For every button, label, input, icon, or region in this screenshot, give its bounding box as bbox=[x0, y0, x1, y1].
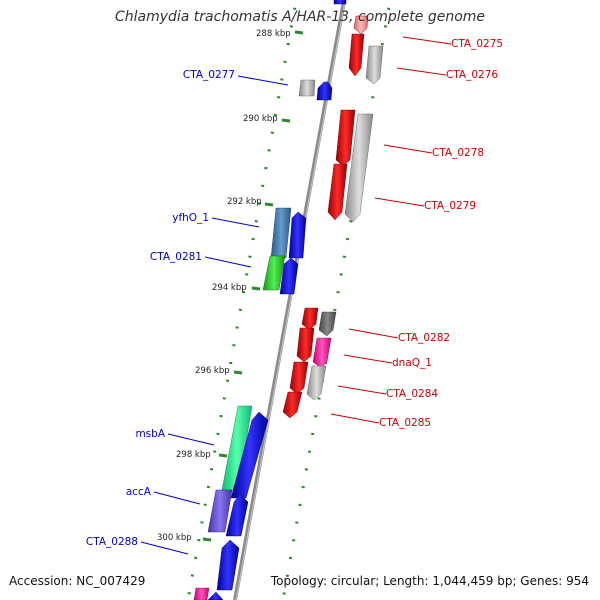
gene-label-cta-0278[interactable]: CTA_0278 bbox=[432, 147, 484, 159]
gene-arrow-cta-0282-lower bbox=[296, 327, 315, 363]
gene-arrow-dnaq-1 bbox=[312, 337, 332, 369]
tick-marks bbox=[202, 30, 304, 542]
gene-label-cta-0275[interactable]: CTA_0275 bbox=[451, 38, 503, 50]
outer-dotted-ring bbox=[281, 0, 392, 600]
gene-arrow-cta-0284 bbox=[289, 361, 309, 395]
gene-label-acca[interactable]: accA bbox=[126, 486, 152, 498]
leader-cta-0281 bbox=[204, 256, 252, 268]
gene-arrow-bottom-pink bbox=[193, 587, 210, 600]
leader-cta-0288 bbox=[140, 541, 189, 555]
gene-arrow-cta-0281 bbox=[262, 255, 286, 291]
leader-acca bbox=[153, 491, 201, 505]
tick-mark-288 bbox=[294, 30, 304, 35]
gene-label-cta-0285[interactable]: CTA_0285 bbox=[379, 417, 431, 429]
gene-arrow-acca bbox=[207, 489, 233, 533]
gene-arrow-cta-0284-gray bbox=[306, 365, 327, 401]
gene-arrow-cta-0288 bbox=[216, 539, 240, 591]
tick-mark-300 bbox=[202, 537, 212, 542]
tick-label-296: 296 kbp bbox=[195, 366, 230, 376]
gene-arrow-bottom-blue bbox=[207, 591, 224, 600]
gene-label-cta-0281[interactable]: CTA_0281 bbox=[150, 251, 202, 263]
gene-arrow-cta-0276 bbox=[365, 45, 384, 85]
gene-arrow-acca-blue bbox=[225, 493, 249, 537]
gene-arrow-cta-0277 bbox=[316, 81, 333, 101]
gene-label-msba[interactable]: msbA bbox=[135, 428, 165, 440]
tick-label-298: 298 kbp bbox=[176, 450, 211, 460]
leader-cta-0277 bbox=[237, 75, 289, 86]
gene-arrow-yfho-1 bbox=[270, 207, 292, 259]
leader-cta-0285 bbox=[330, 413, 380, 424]
leader-msba bbox=[167, 433, 215, 446]
gene-arrow-cta-0277-gray bbox=[298, 79, 316, 97]
gene-arrow-cta-0282 bbox=[318, 311, 337, 337]
gene-arrow-top-blue bbox=[333, 0, 347, 5]
leader-cta-0279 bbox=[374, 197, 425, 207]
leader-yfho-1 bbox=[211, 217, 260, 228]
reverse-strand-genes bbox=[282, 0, 384, 419]
gene-label-cta-0279[interactable]: CTA_0279 bbox=[424, 200, 476, 212]
gene-arrow-cta-0281-blue bbox=[279, 257, 299, 295]
leader-lines-left bbox=[140, 75, 289, 555]
forward-strand-genes bbox=[193, 79, 333, 600]
tick-mark-294 bbox=[251, 286, 261, 291]
gene-label-yfho-1[interactable]: yfhO_1 bbox=[172, 212, 209, 224]
map-title: Chlamydia trachomatis A/HAR-13, complete… bbox=[114, 9, 486, 25]
tick-mark-298 bbox=[218, 453, 228, 458]
tick-label-288: 288 kbp bbox=[256, 29, 291, 39]
gene-arrow-cta-0275 bbox=[353, 15, 369, 35]
leader-cta-0275 bbox=[402, 36, 452, 45]
gene-label-cta-0288[interactable]: CTA_0288 bbox=[86, 536, 138, 548]
leader-cta-0276 bbox=[396, 67, 447, 76]
gene-arrow-cta-0278-lower bbox=[327, 163, 348, 221]
tick-mark-292 bbox=[264, 202, 274, 207]
gene-label-cta-0282[interactable]: CTA_0282 bbox=[398, 332, 450, 344]
tick-label-294: 294 kbp bbox=[212, 283, 247, 293]
gene-arrow-cta-0275-lower bbox=[348, 33, 365, 77]
gene-arrow-yfho-1-blue bbox=[288, 211, 307, 259]
gene-label-cta-0276[interactable]: CTA_0276 bbox=[446, 69, 498, 81]
gene-label-cta-0284[interactable]: CTA_0284 bbox=[386, 388, 438, 400]
gene-arrow-cta-0285 bbox=[282, 391, 303, 419]
gene-arrow-cta-0282-upper bbox=[301, 307, 319, 331]
leader-cta-0282 bbox=[348, 328, 399, 339]
tick-label-290: 290 kbp bbox=[243, 114, 278, 124]
gene-arrow-cta-0279 bbox=[344, 113, 374, 223]
tick-mark-296 bbox=[233, 370, 243, 375]
leader-cta-0278 bbox=[383, 144, 433, 154]
leader-dnaq-1 bbox=[343, 354, 393, 364]
leader-cta-0284 bbox=[337, 385, 387, 395]
tick-label-300: 300 kbp bbox=[157, 533, 192, 543]
gene-label-dnaq-1[interactable]: dnaQ_1 bbox=[392, 357, 432, 369]
gene-label-cta-0277[interactable]: CTA_0277 bbox=[183, 69, 235, 81]
genome-stats-text: Topology: circular; Length: 1,044,459 bp… bbox=[270, 574, 589, 588]
tick-mark-290 bbox=[281, 118, 291, 123]
leader-lines-right bbox=[330, 36, 452, 424]
accession-text: Accession: NC_007429 bbox=[9, 574, 146, 588]
tick-label-292: 292 kbp bbox=[227, 197, 262, 207]
gene-arrow-cta-0278 bbox=[335, 109, 356, 167]
